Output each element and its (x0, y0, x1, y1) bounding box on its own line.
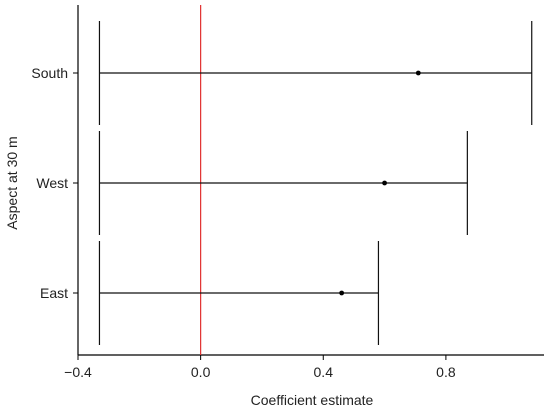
x-tick-label: 0.0 (191, 364, 211, 380)
y-axis-title: Aspect at 30 m (4, 136, 20, 229)
estimate-point (415, 70, 421, 76)
y-tick-label: West (36, 175, 68, 191)
x-axis-title: Coefficient estimate (251, 392, 374, 408)
x-tick-label: 0.8 (436, 364, 456, 380)
x-tick-label: −0.4 (64, 364, 92, 380)
estimate-point (382, 180, 387, 186)
y-tick-label: South (31, 65, 68, 81)
y-tick-label: East (40, 285, 68, 301)
x-tick-label: 0.4 (314, 364, 334, 380)
estimate-point (339, 290, 345, 296)
